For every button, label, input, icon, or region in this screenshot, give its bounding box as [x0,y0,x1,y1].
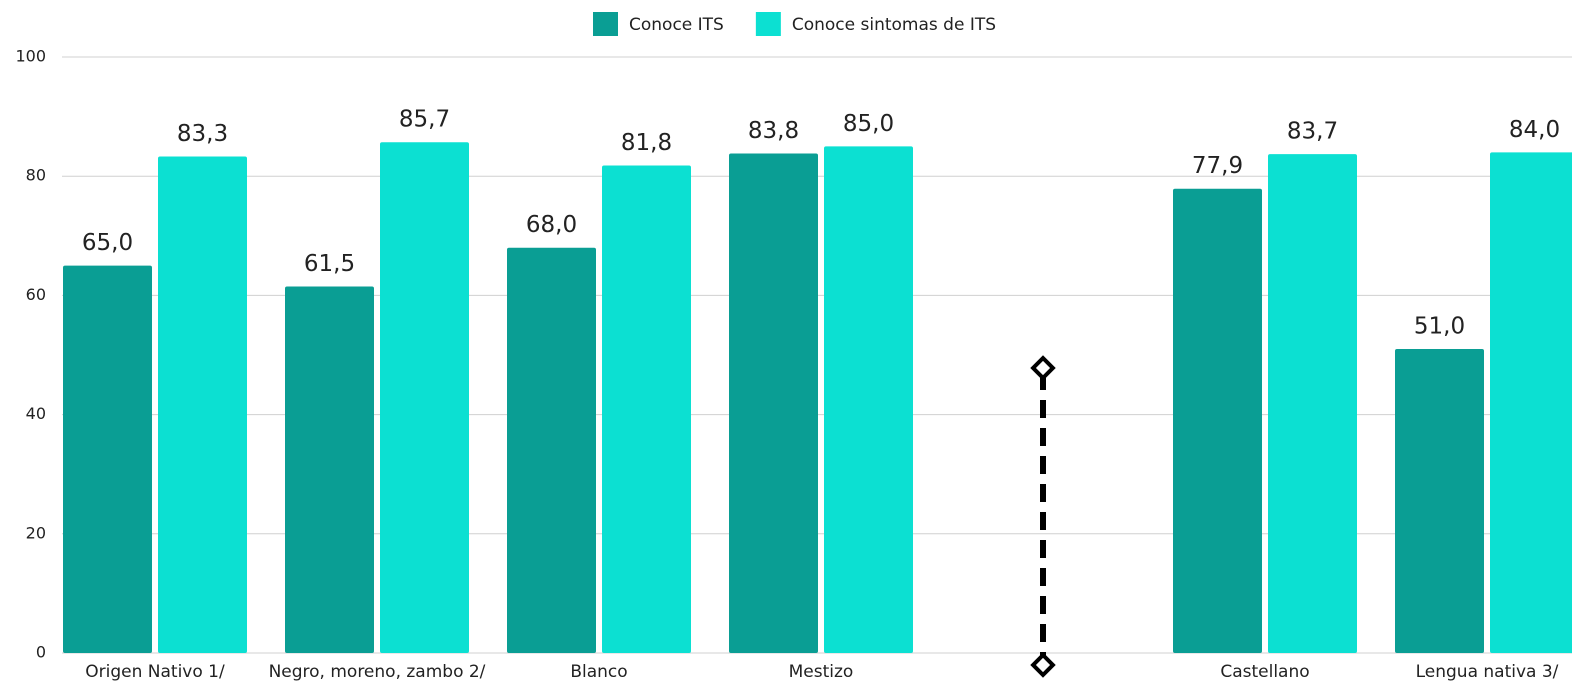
value-label: 83,3 [177,121,228,147]
legend-swatch [593,12,618,36]
value-label: 83,8 [748,118,799,144]
divider [1030,355,1056,678]
value-label: 61,5 [304,251,355,277]
x-tick-label: Castellano [1220,662,1309,682]
bar [1395,349,1484,653]
value-label: 51,0 [1414,314,1465,340]
legend: Conoce ITS Conoce sintomas de ITS [593,12,996,36]
x-tick-label: Mestizo [789,662,854,682]
x-tick-label: Origen Nativo 1/ [85,662,225,682]
y-tick-label: 60 [26,285,46,304]
x-tick-label: Lengua nativa 3/ [1416,662,1559,682]
y-tick-label: 40 [26,404,46,423]
x-tick-label: Negro, moreno, zambo 2/ [269,662,486,682]
bar [824,146,913,653]
value-label: 85,0 [843,111,894,137]
y-tick-label: 100 [15,47,46,66]
legend-label: Conoce sintomas de ITS [792,15,996,35]
bar [729,153,818,653]
bar [1173,188,1262,653]
bar [1490,152,1572,653]
bar [158,156,247,654]
plot: 0 20 40 60 80 100 Origen Nativo 1/65,0 83,3 Negr… [15,47,1572,682]
value-label: 85,7 [399,107,450,133]
divider-diamond [1030,652,1056,678]
y-tick-label: 80 [26,166,46,185]
value-label: 81,8 [621,130,672,156]
legend-swatch [755,12,781,36]
value-label: 68,0 [526,212,577,238]
legend-label: Conoce ITS [629,15,724,35]
bar [507,247,596,653]
value-label: 77,9 [1192,153,1243,179]
value-label: 83,7 [1287,119,1338,145]
value-label: 65,0 [82,230,133,256]
bar [285,286,374,653]
y-tick-label: 0 [36,643,46,662]
bar [602,165,691,654]
divider-diamond [1030,355,1056,381]
y-tick-label: 20 [26,523,46,542]
bar [1268,154,1357,653]
bar [63,265,152,653]
x-tick-label: Blanco [570,662,627,682]
value-label: 84,0 [1509,117,1560,143]
bar [380,142,469,653]
